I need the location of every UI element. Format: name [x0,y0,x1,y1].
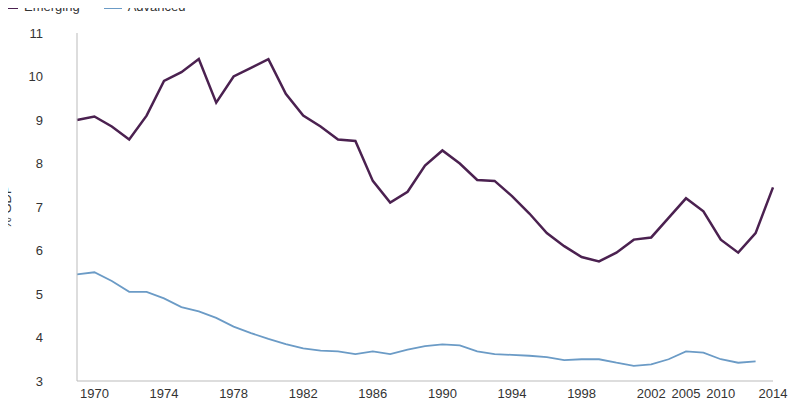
svg-text:1982: 1982 [289,386,318,401]
svg-text:1986: 1986 [358,386,387,401]
svg-text:4: 4 [36,330,43,345]
svg-text:% GDP: % GDP [8,185,14,228]
svg-text:1978: 1978 [219,386,248,401]
svg-text:2010: 2010 [706,386,735,401]
svg-text:2002: 2002 [637,386,666,401]
svg-text:1990: 1990 [428,386,457,401]
svg-text:10: 10 [29,69,43,84]
svg-text:1998: 1998 [567,386,596,401]
svg-text:2005: 2005 [672,386,701,401]
svg-text:8: 8 [36,156,43,171]
svg-text:1974: 1974 [150,386,179,401]
svg-text:2014: 2014 [759,386,788,401]
svg-text:11: 11 [30,26,44,41]
svg-text:5: 5 [36,287,43,302]
svg-text:6: 6 [36,243,43,258]
svg-text:9: 9 [36,113,43,128]
svg-text:7: 7 [36,200,43,215]
svg-text:3: 3 [36,374,43,389]
svg-text:1994: 1994 [498,386,527,401]
html-text:Emerging: Emerging [24,0,80,14]
html-text:Advanced: Advanced [127,0,186,14]
svg-text:1970: 1970 [80,386,109,401]
